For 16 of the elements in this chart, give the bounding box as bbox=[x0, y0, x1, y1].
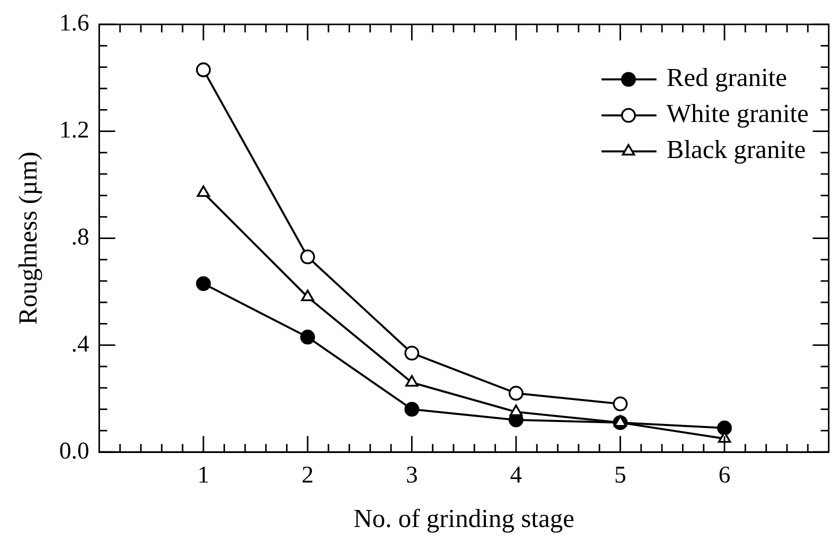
y-tick-label: 1.2 bbox=[59, 118, 90, 144]
x-tick-label: 2 bbox=[302, 462, 314, 489]
x-axis-title: No. of grinding stage bbox=[353, 504, 574, 534]
y-tick-label: 1.6 bbox=[59, 10, 90, 37]
y-axis-title: Roughness (µm) bbox=[13, 152, 42, 325]
y-tick-label: .8 bbox=[71, 224, 90, 250]
x-tick-label: 1 bbox=[197, 462, 210, 489]
x-tick-label: 4 bbox=[510, 462, 522, 489]
y-tick-label: 0.0 bbox=[59, 438, 90, 464]
legend-label: White granite bbox=[666, 99, 809, 128]
legend-label: Black granite bbox=[666, 135, 806, 164]
x-tick-label: 5 bbox=[614, 462, 626, 489]
y-tick-label: .4 bbox=[71, 331, 90, 358]
legend-label: Red granite bbox=[666, 63, 788, 92]
x-tick-label: 3 bbox=[406, 462, 418, 489]
x-tick-label: 6 bbox=[718, 462, 730, 489]
